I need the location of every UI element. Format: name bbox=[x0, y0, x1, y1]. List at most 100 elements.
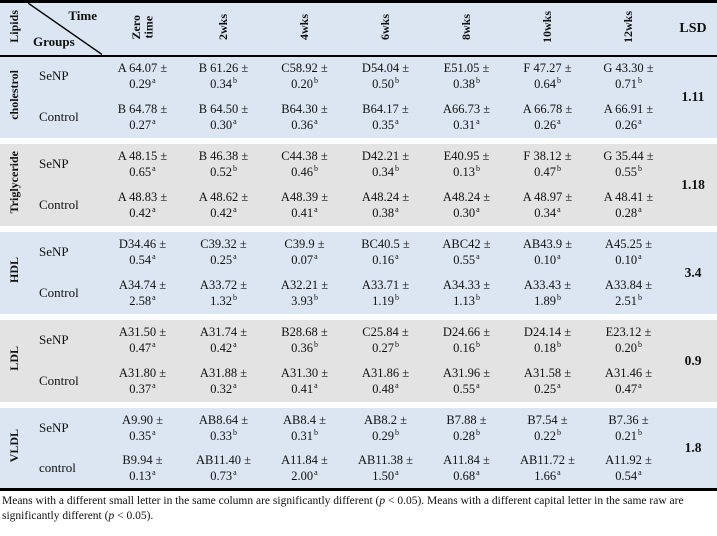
value-cell: AB11.38 ±1.50a bbox=[345, 448, 426, 490]
column-header-cell: 10wks bbox=[507, 1, 588, 57]
group-label: SeNP bbox=[28, 143, 102, 185]
table-row-vldl-senp: VLDL SeNP A9.90 ±0.35a AB8.64 ±0.33b AB8.4 ±… bbox=[0, 407, 717, 490]
table-row-cholestrol-control: Control B 64.78 ±0.27a B 64.50 ±0.30a B64.3… bbox=[0, 96, 717, 138]
value-cell: D34.46 ±0.54a bbox=[102, 231, 183, 273]
value-cell: A33.43 ±1.89b bbox=[507, 272, 588, 314]
group-separator bbox=[0, 401, 717, 408]
group-label: Control bbox=[28, 184, 102, 226]
value-cell: A31.80 ±0.37a bbox=[102, 360, 183, 402]
value-cell: B64.30 ±0.36a bbox=[264, 96, 345, 138]
value-cell: D54.04 ±0.50b bbox=[345, 55, 426, 97]
value-cell: B9.94 ±0.13a bbox=[102, 448, 183, 490]
lsd-header-cell: LSD bbox=[669, 1, 717, 57]
footnote-text-part: < 0.05). bbox=[114, 509, 154, 522]
lipid-name-cell: VLDL bbox=[0, 407, 28, 490]
value-cell: A 64.07 ±0.29a bbox=[102, 55, 183, 97]
table-row-cholestrol-senp: cholestrol SeNP A 64.07 ±0.29a B 61.26 ±0.3… bbox=[0, 55, 717, 138]
value-cell: A31.46 ±0.47a bbox=[588, 360, 669, 402]
lsd-value: 3.4 bbox=[669, 231, 717, 314]
value-cell: E40.95 ±0.13b bbox=[426, 143, 507, 185]
value-cell: F 47.27 ±0.64b bbox=[507, 55, 588, 97]
value-cell: AB8.2 ±0.29b bbox=[345, 407, 426, 449]
value-cell: A31.50 ±0.47a bbox=[102, 319, 183, 361]
value-cell: D24.66 ±0.16b bbox=[426, 319, 507, 361]
footnote-text-part: Means with a different small letter in t… bbox=[2, 495, 380, 507]
lipid-name-label: LDL bbox=[6, 346, 21, 371]
table-row-hdl-senp: HDL SeNP D34.46 ±0.54a C39.32 ±0.25a C39.9 ±… bbox=[0, 231, 717, 314]
value-cell: C39.32 ±0.25a bbox=[183, 231, 264, 273]
value-cell: E51.05 ±0.38b bbox=[426, 55, 507, 97]
value-cell: ABC42 ±0.55a bbox=[426, 231, 507, 273]
value-cell: C44.38 ±0.46b bbox=[264, 143, 345, 185]
value-cell: A 48.41 ±0.28a bbox=[588, 184, 669, 226]
table-row-ldl-senp: LDL SeNP A31.50 ±0.47a A31.74 ±0.42a B28.68 … bbox=[0, 319, 717, 402]
table-footnote: Means with a different small letter in t… bbox=[0, 494, 717, 524]
column-header-cell: 4wks bbox=[264, 1, 345, 57]
value-cell: AB11.40 ±0.73a bbox=[183, 448, 264, 490]
value-cell: C25.84 ±0.27b bbox=[345, 319, 426, 361]
value-cell: A31.86 ±0.48a bbox=[345, 360, 426, 402]
column-header-cell: Zero time bbox=[102, 1, 183, 57]
lipid-name-label: HDL bbox=[6, 257, 21, 284]
lipid-name-cell: Triglyceride bbox=[0, 143, 28, 226]
group-separator bbox=[0, 137, 717, 144]
value-cell: C58.92 ±0.20b bbox=[264, 55, 345, 97]
value-cell: B28.68 ±0.36b bbox=[264, 319, 345, 361]
column-header-cell: 8wks bbox=[426, 1, 507, 57]
value-cell: A48.24 ±0.38a bbox=[345, 184, 426, 226]
lipids-table: Lipids Time Groups Zero time 2wks 4wks 6wks… bbox=[0, 0, 717, 491]
value-cell: A 66.91 ±0.26a bbox=[588, 96, 669, 138]
value-cell: B 46.38 ±0.52b bbox=[183, 143, 264, 185]
value-cell: B7.88 ±0.28b bbox=[426, 407, 507, 449]
table-row-vldl-control: control B9.94 ±0.13a AB11.40 ±0.73a A11.84 … bbox=[0, 448, 717, 490]
value-cell: B 64.78 ±0.27a bbox=[102, 96, 183, 138]
value-cell: E23.12 ±0.20b bbox=[588, 319, 669, 361]
lsd-value: 1.18 bbox=[669, 143, 717, 226]
value-cell: A31.88 ±0.32a bbox=[183, 360, 264, 402]
value-cell: D24.14 ±0.18b bbox=[507, 319, 588, 361]
lipid-name-label: Triglyceride bbox=[6, 151, 21, 214]
column-header-zero-time: Zero time bbox=[128, 14, 156, 39]
value-cell: B7.54 ±0.22b bbox=[507, 407, 588, 449]
value-cell: A9.90 ±0.35a bbox=[102, 407, 183, 449]
footnote-text-part: < 0.05). Means with a different capital … bbox=[2, 495, 684, 522]
column-header-4wks: 4wks bbox=[297, 13, 312, 40]
table-row-ldl-control: Control A31.80 ±0.37a A31.88 ±0.32a A31.30 … bbox=[0, 360, 717, 402]
value-cell: A 48.83 ±0.42a bbox=[102, 184, 183, 226]
value-cell: A34.33 ±1.13b bbox=[426, 272, 507, 314]
group-separator bbox=[0, 313, 717, 320]
footnote-p-symbol: p bbox=[379, 495, 386, 507]
column-header-cell: 6wks bbox=[345, 1, 426, 57]
column-header-cell: 2wks bbox=[183, 1, 264, 57]
column-header-2wks: 2wks bbox=[216, 13, 231, 40]
lipid-name-cell: cholestrol bbox=[0, 55, 28, 138]
value-cell: F 38.12 ±0.47b bbox=[507, 143, 588, 185]
group-label: SeNP bbox=[28, 407, 102, 449]
table-row-hdl-control: Control A34.74 ±2.58a A33.72 ±1.32b A32.21 … bbox=[0, 272, 717, 314]
column-header-cell: 12wks bbox=[588, 1, 669, 57]
value-cell: A33.72 ±1.32b bbox=[183, 272, 264, 314]
lipid-name-label: cholestrol bbox=[6, 69, 21, 120]
groups-header-label: Groups bbox=[33, 33, 75, 49]
value-cell: A 48.15 ±0.65a bbox=[102, 143, 183, 185]
footnote-p-symbol: p bbox=[108, 509, 115, 522]
value-cell: A 66.78 ±0.26a bbox=[507, 96, 588, 138]
time-header-label: Time bbox=[68, 8, 97, 23]
lipid-name-label: VLDL bbox=[6, 428, 21, 463]
column-header-8wks: 8wks bbox=[459, 13, 474, 40]
value-cell: B 61.26 ±0.34b bbox=[183, 55, 264, 97]
lsd-value: 0.9 bbox=[669, 319, 717, 402]
value-cell: G 35.44 ±0.55b bbox=[588, 143, 669, 185]
table-row-triglyceride-senp: Triglyceride SeNP A 48.15 ±0.65a B 46.38 ±0… bbox=[0, 143, 717, 226]
table-body: cholestrol SeNP A 64.07 ±0.29a B 61.26 ±0.3… bbox=[0, 55, 717, 490]
group-label: Control bbox=[28, 360, 102, 402]
group-label: control bbox=[28, 448, 102, 490]
value-cell: A34.74 ±2.58a bbox=[102, 272, 183, 314]
value-cell: A11.84 ±2.00a bbox=[264, 448, 345, 490]
value-cell: A 48.62 ±0.42a bbox=[183, 184, 264, 226]
column-header-12wks: 12wks bbox=[621, 10, 636, 43]
value-cell: A31.96 ±0.55a bbox=[426, 360, 507, 402]
group-label: Control bbox=[28, 96, 102, 138]
column-header-10wks: 10wks bbox=[540, 10, 555, 43]
lipids-header-label: Lipids bbox=[6, 10, 21, 44]
